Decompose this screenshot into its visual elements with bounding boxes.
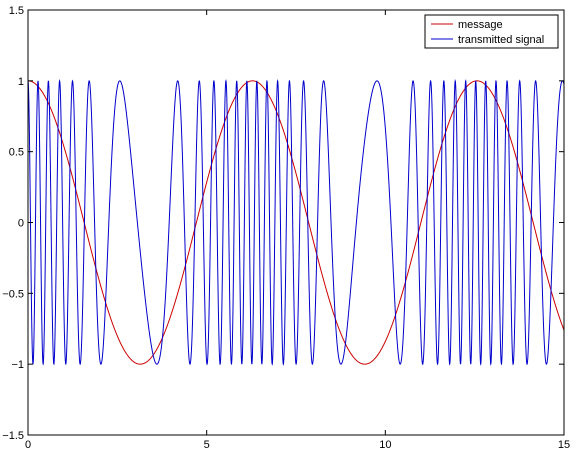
legend-label-message: message <box>458 19 503 31</box>
x-tick-label: 5 <box>204 439 210 451</box>
legend-box <box>424 14 559 49</box>
legend: message transmitted signal <box>424 14 559 49</box>
x-tick-label: 15 <box>558 439 570 451</box>
x-tick-label: 10 <box>379 439 391 451</box>
y-tick-label: 1 <box>18 76 24 88</box>
ticks-layer: 0 5 10 15 1.5 1 0.5 0 −0.5 −1 −1.5 <box>2 5 570 451</box>
y-tick-label: −1.5 <box>2 430 24 442</box>
y-tick-label: 1.5 <box>9 5 24 17</box>
y-tick-label: 0 <box>18 218 24 230</box>
y-tick-label: 0.5 <box>9 147 24 159</box>
y-tick-label: −1 <box>11 359 24 371</box>
x-tick-label: 0 <box>25 439 31 451</box>
series-layer <box>27 78 565 367</box>
series-line-message <box>27 80 565 365</box>
legend-label-transmitted-signal: transmitted signal <box>458 34 544 46</box>
y-tick-label: −0.5 <box>2 288 24 300</box>
series-line-transmitted-signal <box>27 78 565 367</box>
